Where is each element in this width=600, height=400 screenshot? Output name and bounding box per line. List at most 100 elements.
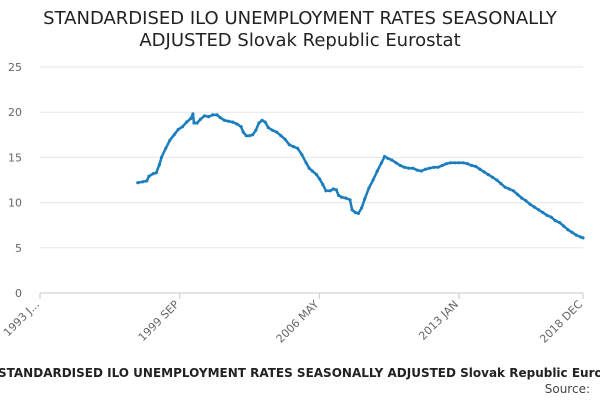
data-point-0-89 (465, 162, 469, 166)
data-point-0-62 (356, 211, 360, 215)
data-point-0-7 (159, 155, 164, 159)
data-point-0-84 (444, 162, 448, 166)
data-point-0-1 (141, 180, 145, 184)
x-tick-label-4: 2018 DEC (537, 298, 585, 346)
data-point-0-55 (334, 188, 338, 192)
x-tick-label-3: 2013 JAN (416, 298, 461, 343)
y-tick-label-20: 20 (8, 106, 22, 119)
data-point-0-108 (545, 213, 549, 217)
data-point-0-36 (263, 120, 267, 124)
data-point-0-18 (198, 117, 202, 121)
source-label: Source: (544, 382, 590, 396)
data-point-0-16 (192, 121, 196, 125)
y-axis: 0 5 10 15 20 25 (8, 61, 22, 300)
x-tick-label-2: 2006 MAY (274, 298, 322, 346)
data-point-0-33 (254, 128, 258, 132)
data-point-0-6 (157, 163, 161, 167)
data-point-0-71 (390, 158, 394, 162)
data-point-0-90 (470, 163, 474, 168)
x-axis: 1993 J... 1999 SEP 2006 MAY 2013 JAN 2018 DE… (1, 292, 585, 346)
data-point-0-94 (486, 173, 490, 177)
x-tick-label-0: 1993 J... (1, 298, 42, 339)
data-point-0-100 (511, 189, 515, 193)
data-point-0-102 (520, 196, 524, 200)
data-point-0-45 (300, 153, 304, 157)
data-point-0-25 (226, 119, 231, 123)
data-point-0-106 (537, 208, 541, 212)
data-point-0-67 (375, 169, 379, 173)
data-point-0-114 (570, 230, 574, 234)
data-point-0-64 (363, 197, 367, 201)
data-point-0-66 (371, 178, 375, 182)
data-point-0-13 (185, 120, 189, 124)
series-line-0 (136, 112, 585, 240)
data-point-0-48 (310, 169, 314, 173)
data-point-0-40 (279, 134, 283, 138)
data-point-0-32 (251, 133, 255, 137)
data-point-0-75 (407, 166, 411, 170)
data-point-0-52 (324, 189, 328, 193)
data-point-0-26 (231, 120, 235, 124)
data-point-0-9 (168, 138, 172, 142)
data-point-0-95 (490, 175, 495, 179)
y-tick-label-0: 0 (15, 287, 22, 300)
data-point-0-79 (423, 167, 428, 171)
data-point-0-14 (189, 116, 193, 121)
data-point-0-78 (419, 169, 423, 173)
data-point-0-107 (541, 210, 545, 215)
data-point-0-41 (283, 137, 287, 141)
data-point-0-28 (239, 125, 243, 129)
data-point-0-99 (507, 187, 511, 191)
data-point-0-69 (383, 154, 387, 159)
data-point-0-0 (136, 181, 140, 185)
data-point-0-31 (247, 134, 252, 138)
data-point-0-72 (394, 161, 398, 165)
data-point-0-112 (562, 224, 566, 228)
data-series (136, 112, 585, 240)
chart-title-line-1: STANDARDISED ILO UNEMPLOYMENT RATES SEAS… (43, 8, 557, 29)
data-point-0-11 (176, 127, 180, 131)
data-point-0-80 (428, 166, 432, 170)
data-point-0-101 (516, 192, 520, 197)
footer-chart-title: STANDARDISED ILO UNEMPLOYMENT RATES SEAS… (0, 366, 600, 380)
data-point-0-23 (218, 116, 222, 120)
data-point-0-117 (581, 236, 585, 240)
data-point-0-91 (474, 164, 478, 168)
data-point-0-56 (336, 193, 341, 197)
data-point-0-30 (244, 134, 248, 138)
data-point-0-76 (411, 166, 415, 170)
data-point-0-19 (202, 114, 207, 118)
data-point-0-113 (566, 228, 570, 232)
data-point-0-97 (499, 182, 503, 186)
data-point-0-4 (151, 172, 155, 176)
y-tick-label-15: 15 (8, 151, 22, 164)
data-point-0-10 (172, 133, 176, 137)
data-point-0-2 (145, 179, 149, 183)
data-point-0-8 (164, 146, 168, 150)
data-point-0-3 (147, 174, 151, 178)
gridlines (40, 66, 583, 249)
data-point-0-73 (398, 163, 402, 168)
data-point-0-82 (436, 165, 440, 169)
chart-title-line-2: ADJUSTED Slovak Republic Eurostat (139, 30, 461, 51)
y-tick-label-10: 10 (8, 197, 22, 210)
data-point-0-105 (532, 205, 537, 209)
data-point-0-61 (353, 210, 357, 215)
data-point-0-74 (402, 165, 407, 169)
data-point-0-39 (275, 130, 279, 134)
data-point-0-110 (553, 219, 557, 223)
data-point-0-29 (241, 130, 245, 134)
data-point-0-85 (449, 161, 453, 165)
y-tick-label-5: 5 (15, 242, 22, 255)
data-point-0-20 (207, 115, 211, 119)
data-point-0-93 (482, 170, 486, 174)
data-point-0-88 (461, 161, 465, 165)
chart-title: STANDARDISED ILO UNEMPLOYMENT RATES SEAS… (0, 8, 600, 52)
data-point-0-47 (307, 166, 311, 170)
data-point-0-96 (495, 178, 499, 182)
data-point-0-70 (386, 156, 390, 160)
data-point-0-17 (195, 121, 199, 125)
data-point-0-43 (291, 145, 296, 149)
data-point-0-50 (318, 177, 322, 181)
